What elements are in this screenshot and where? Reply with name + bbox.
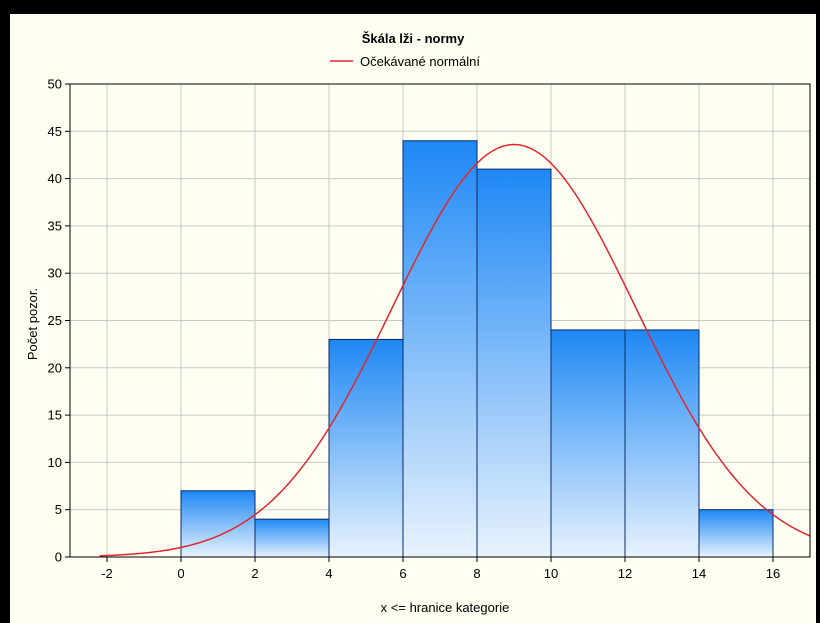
y-tick-label: 5 xyxy=(55,502,62,517)
histogram-chart: Škála lži - normy Očekávané normální 0 5 1… xyxy=(25,31,811,615)
y-tick-label: 15 xyxy=(48,408,62,423)
y-tick-label: 10 xyxy=(48,455,62,470)
chart-frame: Škála lži - normy Očekávané normální 0 5 1… xyxy=(10,14,816,623)
histogram-bar xyxy=(624,329,700,558)
x-tick-label: 4 xyxy=(325,566,332,581)
histogram-bar xyxy=(328,338,404,558)
x-tick-label: 16 xyxy=(766,566,780,581)
y-axis-title: Počet pozor. xyxy=(25,288,40,360)
y-tick-label: 20 xyxy=(48,360,62,375)
legend: Očekávané normální xyxy=(330,54,480,69)
normal-curve-layer xyxy=(99,143,810,557)
x-tick-label: -2 xyxy=(101,566,113,581)
histogram-bar xyxy=(476,168,552,558)
x-tick-label: 12 xyxy=(618,566,632,581)
histogram-bar xyxy=(698,509,774,558)
histogram-bar xyxy=(254,518,330,558)
x-axis-title: x <= hranice kategorie xyxy=(381,600,510,615)
x-axis: -2 0 2 4 6 8 10 12 14 16 xyxy=(101,557,780,581)
histogram-bar xyxy=(402,140,478,558)
x-tick-label: 6 xyxy=(399,566,406,581)
x-tick-label: 10 xyxy=(544,566,558,581)
x-tick-label: 2 xyxy=(251,566,258,581)
legend-label: Očekávané normální xyxy=(360,54,480,69)
y-tick-label: 45 xyxy=(48,124,62,139)
y-tick-label: 35 xyxy=(48,218,62,233)
y-tick-label: 30 xyxy=(48,266,62,281)
y-tick-label: 25 xyxy=(48,313,62,328)
y-tick-label: 40 xyxy=(48,171,62,186)
chart-title: Škála lži - normy xyxy=(362,31,465,46)
x-tick-label: 14 xyxy=(692,566,706,581)
histogram-bar xyxy=(180,490,256,558)
x-tick-label: 8 xyxy=(473,566,480,581)
y-axis: 0 5 10 15 20 25 30 35 40 45 50 xyxy=(48,77,70,565)
histogram-bar xyxy=(550,329,626,558)
y-tick-label: 0 xyxy=(55,550,62,565)
normal-curve xyxy=(99,143,810,557)
histogram-bars xyxy=(180,140,774,558)
x-tick-label: 0 xyxy=(177,566,184,581)
y-tick-label: 50 xyxy=(48,77,62,92)
